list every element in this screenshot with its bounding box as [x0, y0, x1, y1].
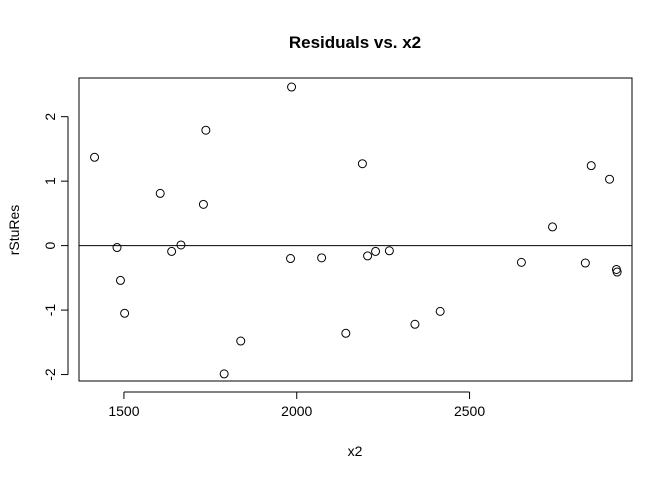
y-tick-label: -1	[42, 304, 58, 317]
x-tick-label: 1500	[108, 403, 139, 419]
data-point	[410, 319, 420, 329]
data-point	[167, 246, 177, 256]
x-tick-label: 2500	[454, 403, 485, 419]
data-point	[341, 328, 351, 338]
data-point	[286, 254, 296, 264]
data-point	[435, 306, 445, 316]
plot-frame	[78, 77, 633, 382]
y-tick-label: 0	[42, 242, 58, 250]
data-point	[236, 336, 246, 346]
data-point	[176, 240, 186, 250]
data-point	[363, 251, 373, 261]
y-axis-label: rStuRes	[6, 205, 22, 256]
x-axis-label: x2	[348, 443, 363, 459]
data-point	[198, 199, 208, 209]
data-point	[115, 275, 125, 285]
data-point	[516, 257, 526, 267]
data-point	[120, 308, 130, 318]
data-point	[605, 174, 615, 184]
x-axis: 1500 2000 2500	[108, 391, 485, 419]
data-point	[548, 222, 558, 232]
data-point	[201, 125, 211, 135]
chart-title: Residuals vs. x2	[289, 33, 421, 52]
data-point	[580, 258, 590, 268]
y-tick-label: -2	[42, 368, 58, 381]
data-point	[384, 246, 394, 256]
data-point	[112, 243, 122, 253]
data-point	[586, 161, 596, 171]
data-point	[219, 369, 229, 379]
data-point	[317, 253, 327, 263]
x-tick-label: 2000	[281, 403, 312, 419]
data-points	[90, 82, 622, 379]
y-tick-label: 2	[42, 113, 58, 121]
data-point	[155, 188, 165, 198]
data-point	[371, 246, 381, 256]
data-point	[90, 152, 100, 162]
data-point	[357, 159, 367, 169]
data-point	[612, 267, 622, 277]
data-point	[287, 82, 297, 92]
y-axis: -2 -1 0 1 2	[42, 113, 69, 381]
y-tick-label: 1	[42, 177, 58, 185]
